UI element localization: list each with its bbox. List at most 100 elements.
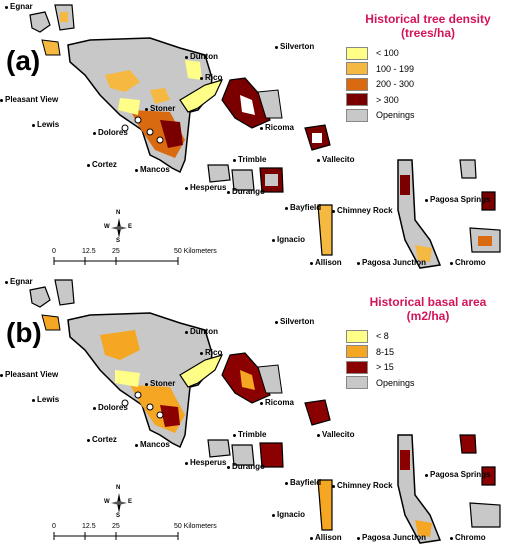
town-hesperus: Hesperus [184, 183, 227, 192]
town-chimney-rock: Chimney Rock [332, 206, 393, 215]
town-ignacio: Ignacio [271, 235, 306, 244]
legend-item: Openings [346, 108, 508, 122]
compass-s: S [116, 513, 121, 519]
town-allison: Allison [310, 533, 342, 542]
town-trimble: Trimble [232, 430, 267, 439]
town-pleasant-view: Pleasant View [0, 95, 59, 104]
town-allison: Allison [310, 258, 342, 267]
legend-title: Historical tree density [365, 12, 491, 26]
town-bayfield: Bayfield [284, 203, 322, 212]
legend-subtitle: (trees/ha) [400, 26, 456, 40]
legend-label: > 15 [376, 362, 394, 372]
town-stoner: Stoner [144, 379, 176, 388]
legend-title: Historical basal area [369, 295, 487, 309]
legend-tree-density: Historical tree density (trees/ha) < 100… [346, 12, 508, 124]
town-pagosa-springs: Pagosa Springs [424, 195, 491, 204]
forest-polygon-hesperus [207, 439, 231, 458]
town-dolores: Dolores [93, 128, 128, 137]
panel-label: (a) [6, 45, 41, 76]
compass-n: N [116, 210, 121, 216]
town-chromo: Chromo [450, 258, 486, 267]
legend-label: Openings [376, 110, 415, 120]
town-rico: Rico [199, 73, 223, 82]
town-pagosa-junction: Pagosa Junction [356, 258, 427, 267]
legend-label: 100 - 199 [376, 63, 415, 74]
legend-item: Openings [346, 376, 508, 390]
legend-label: 8-15 [376, 346, 395, 357]
town-durango: Durango [227, 462, 265, 471]
legend-swatch [346, 345, 368, 358]
legend-label: Openings [376, 377, 415, 388]
legend-swatch [346, 77, 368, 91]
legend-swatch [346, 46, 368, 60]
town-cortez: Cortez [87, 160, 117, 169]
town-rico: Rico [199, 348, 223, 357]
compass-icon [111, 493, 127, 513]
scale-tick: 0 [52, 523, 56, 530]
panel-tree-density: (a) Historical tree density (trees/ha) <… [0, 2, 508, 269]
forest-polygon-rico [179, 79, 224, 113]
town-lewis: Lewis [31, 120, 60, 129]
legend-subtitle: (m2/ha) [406, 309, 450, 323]
compass-w: W [104, 224, 110, 230]
compass-n: N [116, 485, 121, 491]
compass-w: W [104, 499, 110, 505]
legend-swatch [346, 376, 368, 389]
town-cortez: Cortez [87, 435, 117, 444]
map-tree-density [29, 4, 501, 269]
panel-basal-area: (b) Historical basal area (m2/ha) < 8 8-… [0, 275, 511, 550]
forest-polygon-bayfield [317, 204, 333, 256]
town-pleasant-view: Pleasant View [0, 370, 59, 379]
scale-tick: 12.5 [82, 248, 96, 255]
legend-item: > 15 [346, 360, 508, 374]
legend-swatch [346, 62, 368, 75]
town-silverton: Silverton [274, 317, 315, 326]
legend-label: < 8 [376, 331, 389, 341]
town-dolores: Dolores [93, 403, 128, 412]
town-durango: Durango [227, 187, 265, 196]
scale-tick: 25 [112, 248, 120, 255]
scale-tick: 0 [52, 248, 56, 255]
forest-polygon-rico [179, 354, 224, 388]
legend-item: > 300 [346, 93, 508, 107]
town-trimble: Trimble [232, 155, 267, 164]
map-basal-area [29, 279, 501, 544]
scale-tick: 12.5 [82, 523, 96, 530]
compass-e: E [128, 499, 133, 505]
town-bayfield: Bayfield [284, 478, 322, 487]
scale-tick: 25 [112, 523, 120, 530]
legend-swatch [346, 93, 368, 106]
legend-label: > 300 [376, 94, 399, 105]
legend-item: 8-15 [346, 345, 508, 359]
town-chimney-rock: Chimney Rock [332, 481, 393, 490]
legend-swatch [346, 329, 368, 343]
town-silverton: Silverton [274, 42, 315, 51]
legend-swatch [346, 108, 368, 122]
forest-polygon-hesperus [207, 164, 231, 183]
forest-polygon-vallecito [304, 399, 331, 426]
compass-icon [111, 218, 127, 238]
forest-polygon-nw [29, 11, 51, 33]
town-ricoma: Ricoma [260, 123, 294, 132]
forest-polygon-bayfield [317, 479, 333, 531]
legend-label: 200 - 300 [376, 79, 415, 89]
scale-tick: 50 Kilometers [174, 523, 217, 530]
legend-basal-area: Historical basal area (m2/ha) < 8 8-15 >… [346, 295, 508, 391]
town-vallecito: Vallecito [316, 430, 355, 439]
legend-item: 200 - 300 [346, 77, 508, 91]
town-mancos: Mancos [135, 165, 170, 174]
scale-bar: 0 12.5 25 50 Kilometers [52, 523, 217, 543]
town-pagosa-junction: Pagosa Junction [356, 533, 427, 542]
town-egnar: Egnar [5, 2, 33, 11]
town-stoner: Stoner [144, 104, 176, 113]
town-hesperus: Hesperus [184, 458, 227, 467]
town-chromo: Chromo [450, 533, 486, 542]
legend-swatch [346, 360, 368, 374]
legend-label: < 100 [376, 48, 399, 58]
town-mancos: Mancos [135, 440, 170, 449]
town-dunton: Dunton [185, 52, 218, 61]
town-lewis: Lewis [31, 395, 60, 404]
panel-label: (b) [6, 317, 42, 348]
legend-item: < 8 [346, 329, 508, 343]
